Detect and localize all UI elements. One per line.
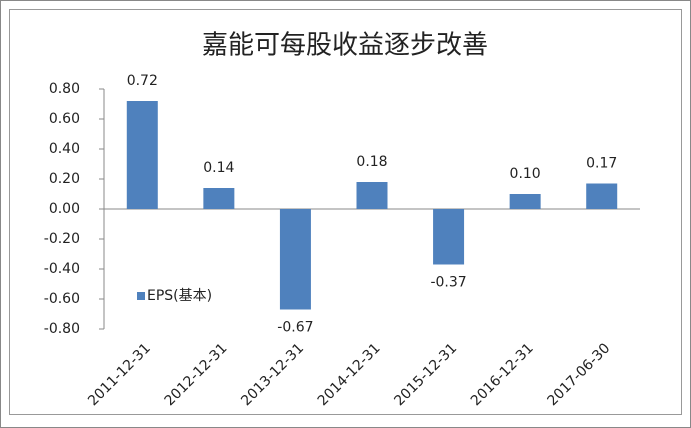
- bar: [203, 188, 235, 209]
- value-label: 0.18: [356, 154, 387, 170]
- chart-frame: [9, 9, 682, 415]
- y-tick-label: 0.00: [49, 201, 80, 217]
- y-tick-label: 0.60: [49, 111, 80, 127]
- bar: [586, 183, 618, 209]
- bar: [433, 209, 465, 265]
- value-label: 0.10: [510, 166, 541, 182]
- y-tick-label: -0.20: [44, 231, 80, 247]
- y-tick-label: -0.80: [44, 321, 80, 337]
- value-label: 0.17: [586, 156, 617, 172]
- value-label: 0.72: [127, 73, 158, 89]
- value-label: -0.67: [277, 320, 313, 336]
- bar: [356, 182, 388, 209]
- y-tick-label: 0.40: [49, 141, 80, 157]
- bar: [509, 194, 541, 209]
- chart-title: 嘉能可每股收益逐步改善: [202, 31, 488, 61]
- value-label: -0.37: [430, 275, 466, 291]
- bar: [126, 101, 158, 209]
- y-tick-label: 0.80: [49, 81, 80, 97]
- y-tick-label: 0.20: [49, 171, 80, 187]
- legend-label: EPS(基本): [147, 287, 212, 304]
- y-tick-label: -0.40: [44, 261, 80, 277]
- bar: [279, 209, 311, 310]
- value-label: 0.14: [203, 160, 234, 176]
- y-tick-label: -0.60: [44, 291, 80, 307]
- legend-swatch: [137, 292, 145, 300]
